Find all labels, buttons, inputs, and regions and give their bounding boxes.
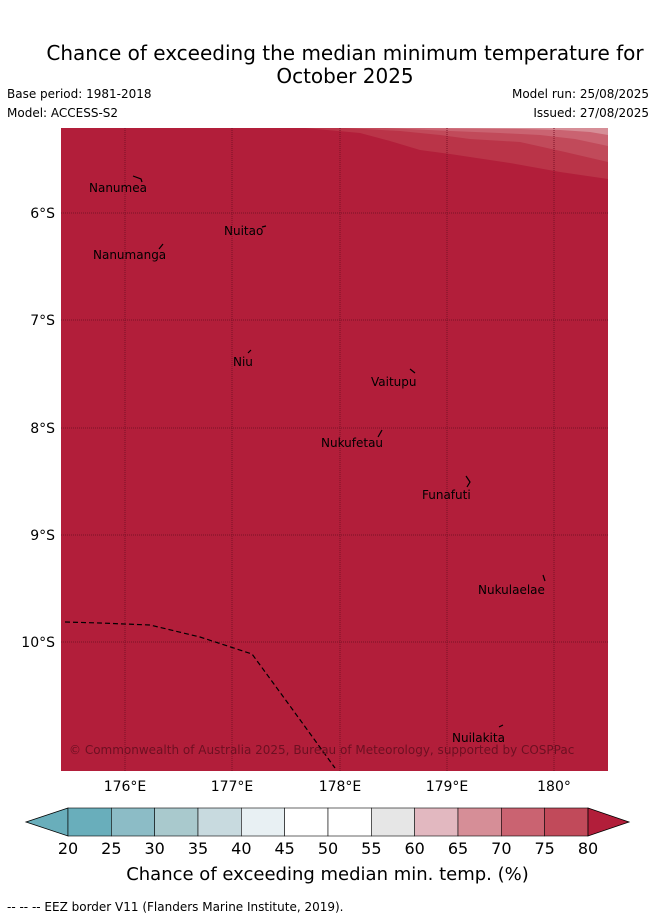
island-nuitao-shape — [261, 225, 267, 228]
place-label: Nukulaelae — [478, 583, 545, 597]
lon-tick-label: 176°E — [104, 779, 147, 795]
band-70 — [385, 128, 608, 146]
island-nuilakita-shape — [498, 724, 504, 728]
colorbar-segment — [111, 807, 155, 837]
place-label: Niu — [233, 355, 253, 369]
colorbar — [24, 807, 631, 837]
colorbar-segment — [197, 807, 242, 837]
lat-tick-label: 7°S — [30, 313, 55, 329]
lat-tick-label: 9°S — [30, 528, 55, 544]
lon-ticks: 176°E 177°E 178°E 179°E 180° — [104, 779, 571, 795]
map-title: Chance of exceeding the median minimum t… — [0, 42, 655, 88]
lon-tick-label: 179°E — [426, 779, 469, 795]
colorbar-title: Chance of exceeding median min. temp. (%… — [126, 864, 529, 885]
lon-tick-label: 178°E — [319, 779, 362, 795]
lon-tick-label: 180° — [537, 779, 571, 795]
colorbar-tick-label: 55 — [361, 839, 382, 858]
island-nukulaelae-shape — [542, 574, 546, 582]
lon-tick-label: 177°E — [211, 779, 254, 795]
map-area — [61, 128, 608, 771]
colorbar-segment — [501, 807, 545, 837]
model-name: Model: ACCESS-S2 — [7, 106, 119, 120]
title-line-2: October 2025 — [276, 64, 414, 88]
colorbar-tick-label: 35 — [187, 839, 209, 858]
lat-tick-label: 6°S — [30, 206, 55, 222]
colorbar-segment — [414, 807, 459, 837]
colorbar-tick-label: 20 — [57, 839, 79, 858]
island-niu-shape — [247, 349, 252, 354]
colorbar-tick-label: 25 — [101, 839, 122, 858]
base-period: Base period: 1981-2018 — [7, 87, 152, 101]
colorbar-segment — [544, 807, 589, 837]
title-line-1: Chance of exceeding the median minimum t… — [46, 41, 644, 65]
colorbar-segment — [371, 807, 415, 837]
colorbar-tick-label: 65 — [447, 839, 469, 858]
colorbar-tick-label: 40 — [231, 839, 252, 858]
island-vaitupu-shape — [409, 368, 416, 374]
colorbar-extend-high — [587, 807, 631, 837]
place-label: Nuitao — [224, 224, 263, 238]
colorbar-tick-label: 50 — [317, 839, 339, 858]
place-label: Nukufetau — [321, 436, 383, 450]
place-label: Funafuti — [422, 488, 471, 502]
band-75b — [345, 128, 608, 162]
lat-ticks: 6°S 7°S 8°S 9°S 10°S — [21, 206, 55, 651]
colorbar-segment — [457, 807, 502, 837]
place-label: Vaitupu — [371, 375, 417, 389]
eez-border — [64, 621, 336, 769]
eez-footnote: -- -- -- EEZ border V11 (Flanders Marine… — [7, 900, 344, 914]
colorbar-segment — [67, 807, 112, 837]
lat-tick-label: 8°S — [30, 421, 55, 437]
issued-date: Issued: 27/08/2025 — [533, 106, 649, 120]
colorbar-tick-label: 70 — [491, 839, 512, 858]
model-run: Model run: 25/08/2025 — [511, 87, 649, 101]
colorbar-segment — [154, 807, 199, 837]
island-nanumanga-shape — [158, 243, 164, 250]
island-nukufetau-shape — [377, 429, 383, 438]
island-funafuti-shape — [465, 475, 471, 488]
lat-tick-label: 10°S — [21, 635, 55, 651]
colorbar-tick-label: 75 — [534, 839, 555, 858]
colorbar-segment — [284, 807, 329, 837]
place-label: Nanumea — [89, 181, 147, 195]
place-label: Nanumanga — [93, 248, 166, 262]
colorbar-extend-low — [24, 807, 69, 837]
island-nanumea-shape — [132, 175, 143, 183]
place-label: Nuilakita — [452, 731, 505, 745]
band-65 — [420, 128, 608, 135]
islands — [132, 175, 546, 728]
colorbar-segment — [241, 807, 285, 837]
copyright-text: © Commonwealth of Australia 2025, Bureau… — [69, 743, 574, 757]
colorbar-tick-label: 45 — [274, 839, 295, 858]
colorbar-tick-label: 80 — [577, 839, 599, 858]
colorbar-tick-label: 60 — [404, 839, 425, 858]
colorbar-segment — [327, 807, 372, 837]
colorbar-tick-label: 30 — [144, 839, 165, 858]
